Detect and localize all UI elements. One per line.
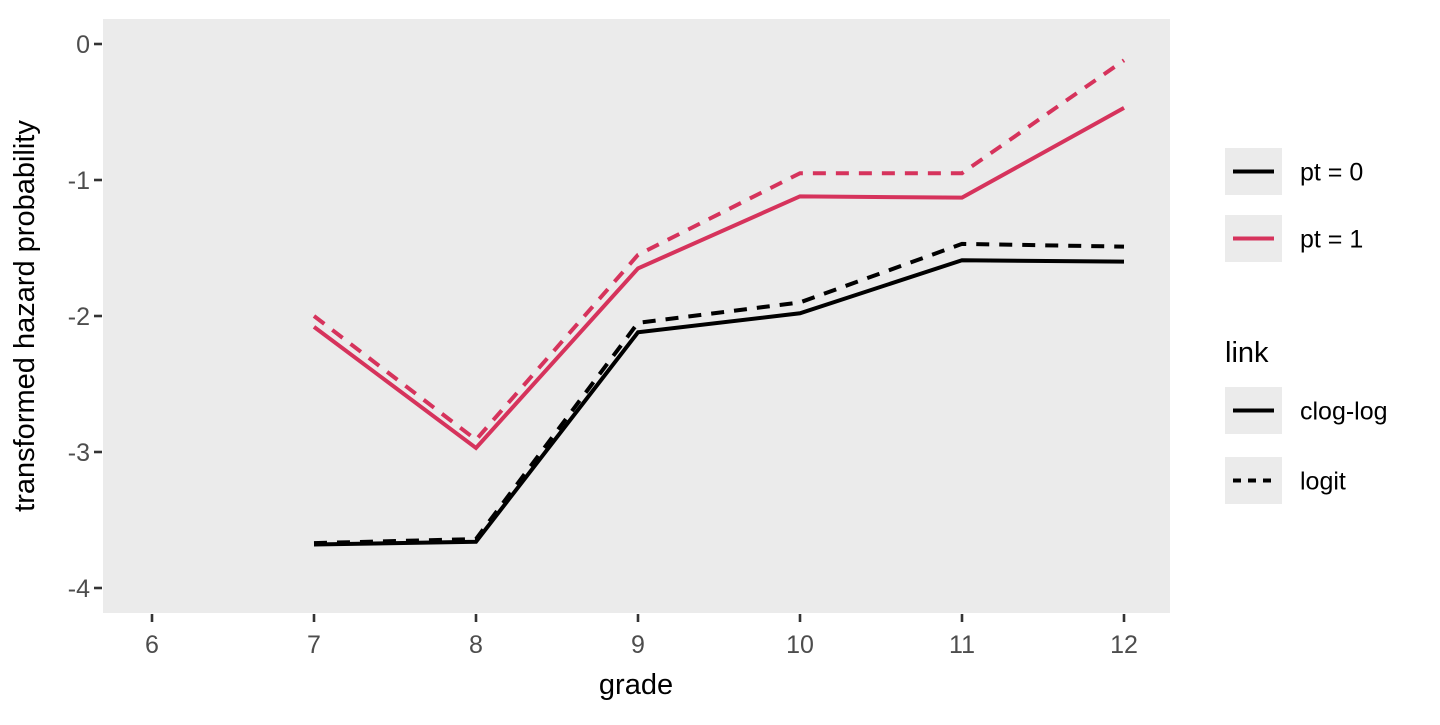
legend-label-logit: logit: [1300, 468, 1346, 496]
plot-panel-background: [103, 19, 1170, 613]
y-tick-label: -2: [68, 303, 90, 331]
y-axis-ticks: 0 -1 -2 -3 -4: [68, 31, 102, 603]
legend-label-pt-0: pt = 0: [1300, 159, 1363, 187]
y-axis-title: transformed hazard probability: [9, 120, 41, 512]
y-tick-label: 0: [76, 31, 90, 59]
x-tick-label: 10: [786, 631, 814, 659]
series-line-pt0-logit: [313, 241, 1125, 546]
data-series-lines: [312, 58, 1126, 547]
x-tick-label: 8: [469, 631, 483, 659]
series-line-pt1-logit: [312, 58, 1126, 443]
y-tick-label: -4: [68, 575, 90, 603]
series-line-pt0-clog-log: [313, 258, 1125, 547]
x-tick-label: 11: [949, 631, 975, 659]
x-tick-label: 7: [307, 631, 321, 659]
x-axis-title: grade: [599, 669, 673, 701]
legend-label-clog-log: clog-log: [1300, 398, 1388, 426]
series-line-pt1-clog-log: [312, 106, 1125, 451]
legend-title-link: link: [1225, 337, 1269, 369]
x-tick-label: 9: [631, 631, 645, 659]
x-axis-ticks: 6 7 8 9 10 11 12: [145, 614, 1138, 659]
y-tick-label: -3: [68, 439, 90, 467]
legend: pt = 0 pt = 1 link clog-log logit: [1225, 148, 1388, 504]
legend-label-pt-1: pt = 1: [1300, 226, 1363, 254]
y-tick-label: -1: [68, 167, 90, 195]
x-tick-label: 6: [145, 631, 159, 659]
x-tick-label: 12: [1110, 631, 1138, 659]
